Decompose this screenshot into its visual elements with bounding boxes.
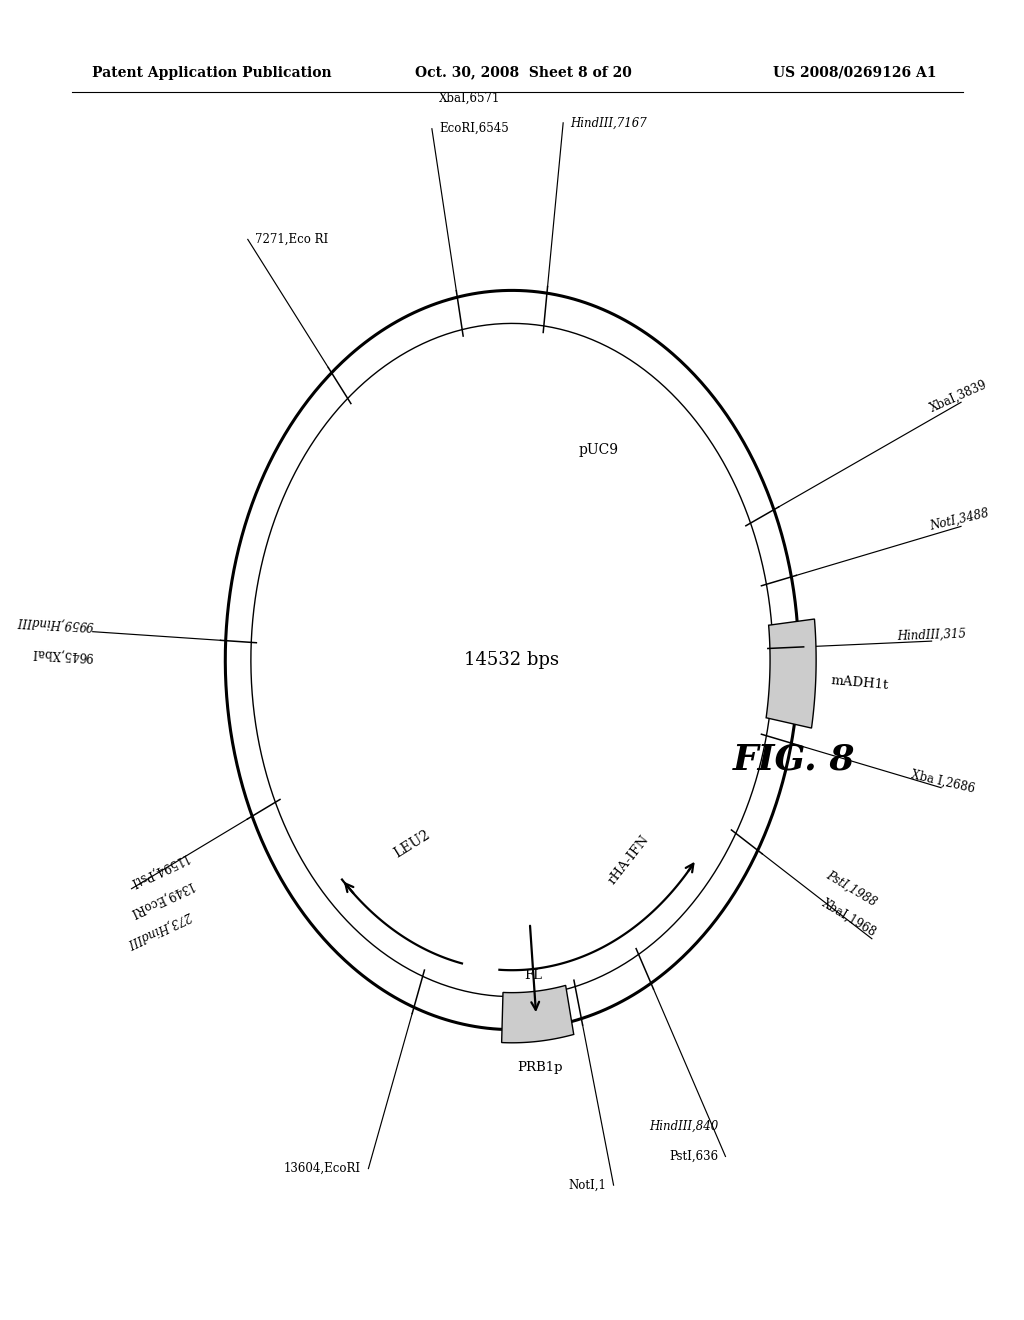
Text: Patent Application Publication: Patent Application Publication [92,66,332,79]
Text: 273,HindIII: 273,HindIII [126,908,195,949]
Text: XbaI,1968: XbaI,1968 [819,896,879,939]
Text: PstI,1988: PstI,1988 [823,869,879,908]
Text: NotI,3488: NotI,3488 [929,507,990,533]
Text: 9645,XbaI: 9645,XbaI [32,645,93,663]
Text: rHA-IFN: rHA-IFN [606,833,652,887]
Text: 9959,HindIII: 9959,HindIII [16,615,93,632]
Text: mADH1t: mADH1t [830,675,889,693]
Text: LEU2: LEU2 [391,828,433,861]
Text: pUC9: pUC9 [579,444,618,457]
Text: FL: FL [524,969,543,982]
Text: 13604,EcoRI: 13604,EcoRI [284,1162,361,1175]
Polygon shape [766,619,816,729]
Text: XbaI,6571: XbaI,6571 [439,92,501,104]
Text: US 2008/0269126 A1: US 2008/0269126 A1 [773,66,937,79]
Text: 11594,PstI: 11594,PstI [126,850,189,888]
Text: HindIII,315: HindIII,315 [897,627,967,643]
Text: NotI,1: NotI,1 [568,1179,606,1192]
Polygon shape [502,985,573,1043]
Text: 7271,Eco RI: 7271,Eco RI [255,232,329,246]
Text: 14532 bps: 14532 bps [465,651,559,669]
Text: PRB1p: PRB1p [517,1061,562,1074]
Text: PstI,636: PstI,636 [669,1150,718,1163]
Text: EcoRI,6545: EcoRI,6545 [439,123,509,135]
Text: Xba I,2686: Xba I,2686 [909,768,976,795]
Text: HindIII,7167: HindIII,7167 [570,116,647,129]
Text: FIG. 8: FIG. 8 [732,742,855,776]
Text: XbaI,3839: XbaI,3839 [928,378,989,414]
Text: HindIII,840: HindIII,840 [649,1119,718,1133]
Text: Oct. 30, 2008  Sheet 8 of 20: Oct. 30, 2008 Sheet 8 of 20 [415,66,632,79]
Text: 1349,EcoRI: 1349,EcoRI [126,878,195,919]
